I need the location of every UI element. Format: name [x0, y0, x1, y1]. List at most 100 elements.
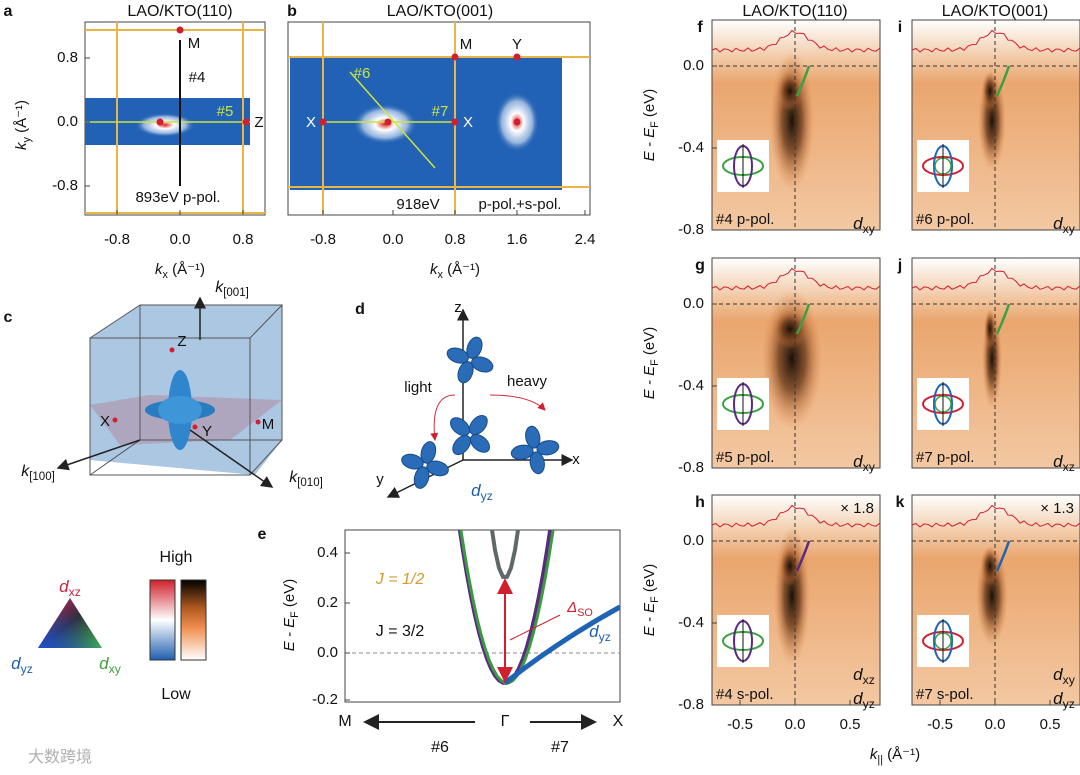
- panel-letter: a: [4, 3, 13, 20]
- orbital-lobe: [525, 425, 541, 449]
- intensity-spot: [353, 104, 417, 144]
- label: 893eV p-pol.: [135, 189, 220, 206]
- label: #4: [189, 69, 206, 86]
- label: z: [454, 299, 462, 316]
- label: X: [463, 114, 473, 131]
- orbital-lobe: [529, 451, 545, 475]
- orbital-lobe: [466, 336, 483, 359]
- orbital: [401, 441, 449, 489]
- orbital-lobe: [468, 414, 488, 436]
- colorbar: [180, 579, 207, 661]
- y-tick-label: -0.8: [678, 221, 704, 238]
- axis-label: k[100]: [21, 463, 55, 483]
- axis-label: E - EF (eV): [281, 579, 301, 651]
- label-main: d: [1053, 665, 1063, 684]
- label-sub: y: [21, 136, 33, 142]
- label: y: [376, 471, 384, 488]
- y-tick-label: 0.0: [317, 644, 338, 661]
- band-fit: [795, 540, 811, 572]
- label-unit: (Å⁻¹): [168, 261, 205, 278]
- label-sub: xz: [1063, 460, 1075, 474]
- y-tick-label: 0.8: [57, 49, 78, 66]
- label-sub: xy: [1063, 673, 1076, 687]
- y-tick-label: 0.0: [683, 532, 704, 549]
- label: #7: [432, 103, 449, 120]
- edc-curve: [911, 29, 1080, 53]
- label-unit: (Å⁻¹): [13, 100, 30, 137]
- axis-label: dyz: [853, 689, 875, 711]
- k-point: [169, 347, 175, 353]
- watermark: 大数跨境: [28, 747, 92, 766]
- y-tick-label: 0.2: [317, 594, 338, 611]
- x-tick-label: -0.8: [104, 231, 130, 248]
- edc-curve: [711, 29, 881, 53]
- label-sub: yz: [863, 697, 875, 711]
- label-main: k: [21, 463, 30, 480]
- label-sub: yz: [1063, 697, 1075, 711]
- label: M: [262, 416, 275, 433]
- k-point: [451, 118, 459, 126]
- label-main: d: [853, 452, 863, 471]
- label: #7 s-pol.: [916, 686, 974, 703]
- x-tick-label: 0.8: [233, 231, 254, 248]
- band-fit: [995, 540, 1011, 572]
- label-sub: yz: [21, 662, 33, 676]
- label-sub: [100]: [29, 471, 55, 483]
- y-tick-label: -0.4: [678, 377, 704, 394]
- axis-label: k[010]: [289, 469, 323, 489]
- panel-letter: d: [355, 301, 365, 318]
- label-main: E - E: [641, 127, 658, 161]
- fermi-surface: [158, 396, 202, 424]
- label: #6 p-pol.: [916, 211, 974, 228]
- axis-label: kx (Å⁻¹): [430, 261, 480, 281]
- label-sub: x: [438, 269, 444, 281]
- label: 918eV: [396, 196, 439, 213]
- panel-title: LAO/KTO(001): [942, 3, 1048, 20]
- label-unit: (eV): [281, 579, 298, 612]
- orbital-lobe: [420, 441, 437, 464]
- colorbar: [149, 579, 176, 661]
- label: M: [460, 36, 473, 53]
- label-main: k: [155, 261, 164, 278]
- k-point: [384, 118, 392, 126]
- band: [490, 530, 520, 579]
- label-sub: [001]: [223, 287, 249, 299]
- label-main: d: [471, 481, 481, 500]
- label-main: E - E: [641, 365, 658, 399]
- x-tick-label: -0.8: [310, 231, 336, 248]
- label: #7: [551, 739, 569, 756]
- x-tick-label: 0.0: [170, 231, 191, 248]
- label-sub: x: [163, 269, 169, 281]
- axis-label: dyz: [1053, 689, 1075, 711]
- label-main: d: [853, 689, 863, 708]
- label-sub: F: [649, 359, 661, 366]
- panel-letter: k: [896, 494, 905, 511]
- spectral-weight: [776, 71, 804, 111]
- label-main: d: [853, 214, 863, 233]
- label-unit: (Å⁻¹): [883, 746, 920, 763]
- panel-letter: c: [4, 309, 13, 326]
- label-main: E - E: [641, 602, 658, 636]
- label-main: d: [11, 654, 21, 673]
- x-tick-label: 0.5: [840, 716, 861, 733]
- label-main: E - E: [281, 617, 298, 651]
- y-tick-label: 0.0: [683, 57, 704, 74]
- axis-label: ΔSO: [566, 599, 593, 619]
- orbital-lobe: [469, 433, 491, 453]
- spectral-weight: [779, 546, 801, 586]
- axis-label: E - EF (eV): [641, 327, 661, 399]
- label: M: [188, 35, 201, 52]
- label: Y: [202, 423, 212, 440]
- label-sub: yz: [599, 630, 611, 644]
- edc-curve: [911, 267, 1080, 291]
- y-tick-label: 0.4: [317, 544, 338, 561]
- x-tick-label: M: [338, 713, 351, 730]
- k-point: [192, 424, 198, 430]
- axis-label: dxz: [1053, 452, 1075, 474]
- spectral-weight: [772, 309, 808, 349]
- edc-curve: [711, 504, 881, 528]
- spectral-weight: [980, 546, 1000, 586]
- label-unit: (eV): [641, 89, 658, 122]
- panel-letter: b: [287, 3, 297, 20]
- panel-letter: j: [897, 257, 902, 274]
